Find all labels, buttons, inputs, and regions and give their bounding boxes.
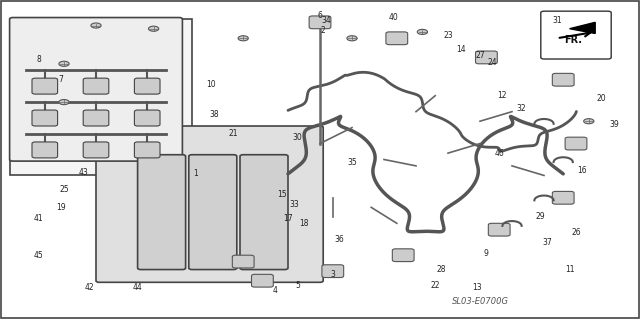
FancyBboxPatch shape [134, 78, 160, 94]
Text: SL03-E0700G: SL03-E0700G [451, 297, 509, 306]
Text: 34: 34 [321, 16, 332, 25]
Text: 4: 4 [273, 286, 278, 295]
Text: 37: 37 [542, 238, 552, 247]
Polygon shape [570, 22, 595, 33]
Text: 16: 16 [577, 166, 588, 175]
Text: 33: 33 [289, 200, 300, 209]
Circle shape [148, 26, 159, 31]
Text: 45: 45 [33, 251, 44, 260]
Text: 14: 14 [456, 45, 466, 54]
Text: 8: 8 [36, 55, 41, 63]
Text: 31: 31 [552, 16, 562, 25]
Text: 30: 30 [292, 133, 303, 142]
Text: 5: 5 [295, 281, 300, 290]
FancyBboxPatch shape [134, 142, 160, 158]
Text: 9: 9 [484, 249, 489, 258]
Text: 7: 7 [58, 75, 63, 84]
Text: 25: 25 [59, 185, 69, 194]
FancyBboxPatch shape [83, 110, 109, 126]
FancyBboxPatch shape [189, 155, 237, 270]
FancyBboxPatch shape [83, 78, 109, 94]
Text: 2: 2 [321, 26, 326, 35]
Circle shape [238, 36, 248, 41]
Text: 26: 26 [571, 228, 581, 237]
Circle shape [91, 23, 101, 28]
FancyBboxPatch shape [322, 265, 344, 278]
Circle shape [347, 36, 357, 41]
Text: 20: 20 [596, 94, 607, 103]
Text: 36: 36 [334, 235, 344, 244]
FancyBboxPatch shape [96, 126, 323, 282]
Text: 10: 10 [206, 80, 216, 89]
Text: 46: 46 [494, 149, 504, 158]
Text: 40: 40 [388, 13, 399, 22]
Text: 44: 44 [132, 283, 143, 292]
Text: 28: 28 [437, 265, 446, 274]
Circle shape [59, 61, 69, 66]
Text: FR.: FR. [564, 35, 582, 45]
FancyBboxPatch shape [476, 51, 497, 64]
FancyBboxPatch shape [552, 73, 574, 86]
Text: 12: 12 [498, 91, 507, 100]
Text: 6: 6 [317, 11, 323, 20]
Circle shape [417, 29, 428, 34]
Text: 24: 24 [488, 58, 498, 67]
Text: 11: 11 [565, 265, 574, 274]
FancyBboxPatch shape [552, 191, 574, 204]
Text: 18: 18 [300, 219, 308, 228]
Text: 19: 19 [56, 203, 66, 212]
Bar [10, 19, 192, 175]
Text: 35: 35 [347, 158, 357, 167]
Text: 43: 43 [78, 168, 88, 177]
Circle shape [59, 100, 69, 105]
Text: 22: 22 [431, 281, 440, 290]
FancyBboxPatch shape [32, 78, 58, 94]
FancyBboxPatch shape [10, 18, 182, 161]
FancyBboxPatch shape [240, 155, 288, 270]
Text: 41: 41 [33, 214, 44, 223]
FancyBboxPatch shape [392, 249, 414, 262]
Text: 1: 1 [193, 169, 198, 178]
FancyBboxPatch shape [565, 137, 587, 150]
FancyBboxPatch shape [309, 16, 331, 29]
FancyBboxPatch shape [386, 32, 408, 45]
Circle shape [584, 119, 594, 124]
FancyBboxPatch shape [83, 142, 109, 158]
Text: 15: 15 [276, 190, 287, 199]
Text: 39: 39 [609, 120, 620, 129]
Text: 17: 17 [283, 214, 293, 223]
FancyBboxPatch shape [541, 11, 611, 59]
Text: 32: 32 [516, 104, 527, 113]
Text: 42: 42 [84, 283, 95, 292]
FancyBboxPatch shape [32, 110, 58, 126]
Text: 29: 29 [536, 212, 546, 221]
Text: 3: 3 [330, 270, 335, 279]
FancyBboxPatch shape [252, 274, 273, 287]
FancyBboxPatch shape [232, 255, 254, 268]
FancyBboxPatch shape [488, 223, 510, 236]
FancyBboxPatch shape [32, 142, 58, 158]
Text: 38: 38 [209, 110, 220, 119]
FancyBboxPatch shape [134, 110, 160, 126]
Text: 21: 21 [229, 130, 238, 138]
Text: 27: 27 [475, 51, 485, 60]
Text: 13: 13 [472, 283, 482, 292]
Text: 23: 23 [443, 31, 453, 40]
FancyBboxPatch shape [138, 155, 186, 270]
